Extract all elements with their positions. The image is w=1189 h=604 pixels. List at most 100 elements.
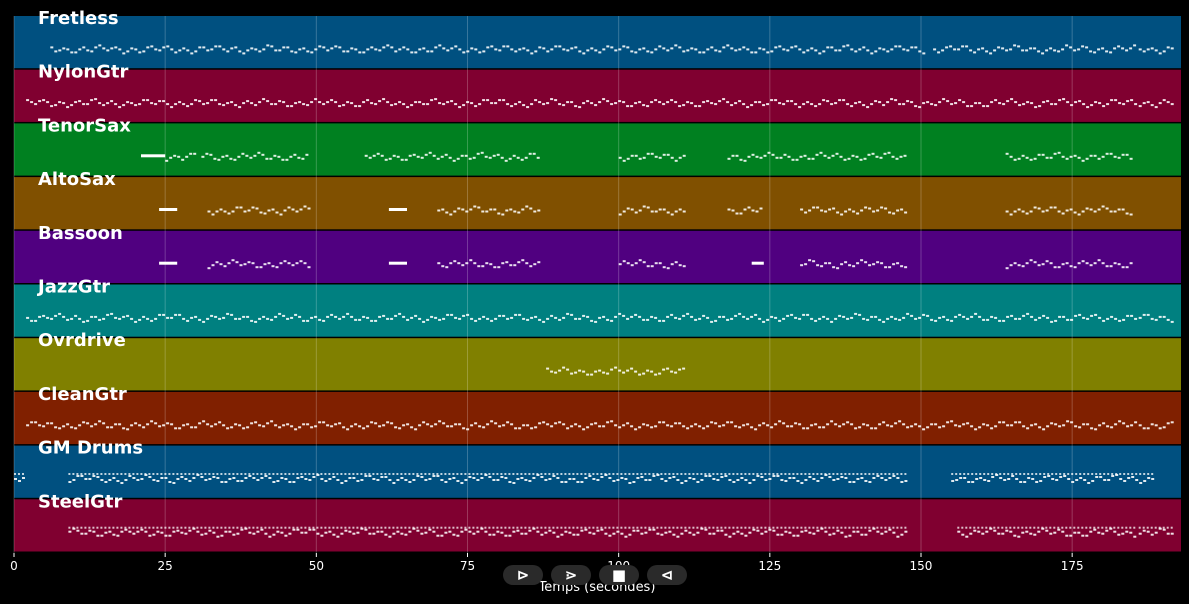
note-altosax-1-1 (211, 213, 215, 216)
note-gm-drums-1-187 (816, 480, 820, 482)
stop-button[interactable]: ■ (599, 565, 639, 585)
note-gm-drums-1-138b (620, 473, 623, 475)
note-jazzgtr-0-117 (494, 317, 498, 320)
note-steelgtr-0-151 (672, 533, 676, 536)
note-altosax-3-19 (513, 210, 517, 213)
note-steelgtr-0-189 (824, 530, 828, 533)
note-cleangtr-0-240 (986, 424, 990, 427)
note-steelgtr-0-125 (568, 531, 572, 534)
note-gm-drums-1-132b (596, 473, 599, 475)
next-button[interactable]: ⋗ (551, 565, 591, 585)
note-steelgtr-0-13b (120, 526, 123, 529)
note-bassoon-4-9 (654, 262, 658, 265)
note-cleangtr-0-246 (1010, 424, 1014, 427)
note-fretless-0-127 (558, 45, 562, 48)
note-nylongtr-0-126 (530, 103, 534, 106)
note-fretless-0-139 (606, 45, 610, 48)
note-nylongtr-0-162 (674, 101, 678, 104)
note-tenorsax-3-21 (448, 156, 452, 159)
note-cleangtr-0-194 (802, 427, 806, 430)
note-jazzgtr-0-155 (646, 318, 650, 321)
note-fretless-1-22 (1021, 49, 1025, 52)
note-gm-drums-2-34b (1087, 473, 1090, 475)
note-nylongtr-0-130 (546, 102, 550, 105)
note-steelgtr-1-26 (1061, 530, 1065, 533)
note-steelgtr-0-190 (828, 533, 832, 536)
note-bassoon-1-9 (243, 263, 247, 266)
note-gm-drums-1-159 (704, 475, 708, 477)
note-steelgtr-0-208 (900, 533, 904, 536)
note-nylongtr-0-275 (1126, 100, 1130, 103)
note-altosax-1-8 (239, 206, 243, 209)
note-cleangtr-0-84 (362, 427, 366, 430)
note-nylongtr-0-62 (274, 103, 278, 106)
note-tenorsax-5-18 (799, 155, 803, 158)
note-bassoon-7-5 (1025, 262, 1029, 265)
note-gm-drums-1-102b (476, 473, 479, 475)
note-fretless-0-209 (886, 50, 890, 53)
note-gm-drums-1-47b (256, 473, 259, 475)
note-steelgtr-1-11b (1001, 526, 1004, 529)
note-nylongtr-0-53 (238, 106, 242, 109)
note-gm-drums-2-44 (1127, 477, 1131, 479)
note-jazzgtr-0-1 (30, 319, 34, 322)
note-steelgtr-0-83b (400, 526, 403, 529)
note-jazzgtr-0-258 (1058, 315, 1062, 318)
tick-label-75: 75 (460, 559, 475, 573)
note-gm-drums-1-32b (196, 473, 199, 475)
note-steelgtr-0-57 (296, 528, 300, 531)
note-gm-drums-1-87b (416, 473, 419, 475)
note-tenorsax-3-28 (476, 152, 480, 155)
note-steelgtr-2-8b (1170, 526, 1173, 529)
note-gm-drums-1-122b (556, 473, 559, 475)
note-steelgtr-1-19 (1033, 533, 1037, 536)
note-cleangtr-0-13 (78, 424, 82, 427)
note-steelgtr-0-112 (516, 529, 520, 532)
note-nylongtr-0-196 (810, 103, 814, 106)
note-fretless-0-137 (598, 51, 602, 54)
note-nylongtr-0-115 (486, 99, 490, 102)
note-steelgtr-0-115b (528, 526, 531, 529)
note-ovrdrive-0-3 (558, 369, 562, 372)
note-fretless-0-56 (274, 49, 278, 52)
lane-label-tenorsax: TenorSax (38, 115, 131, 136)
note-cleangtr-0-189 (782, 422, 786, 425)
note-nylongtr-0-270 (1106, 103, 1110, 106)
note-tenorsax-5-26 (831, 154, 835, 157)
note-cleangtr-0-147 (614, 424, 618, 427)
play-button[interactable]: ⊳ (503, 565, 543, 585)
note-gm-drums-1-205b (888, 473, 891, 475)
note-gm-drums-1-121 (552, 475, 556, 477)
note-gm-drums-1-34 (204, 479, 208, 481)
note-nylongtr-0-147 (614, 102, 618, 105)
note-steelgtr-0-205 (888, 528, 892, 531)
note-gm-drums-1-208 (900, 481, 904, 483)
note-fretless-0-198 (842, 45, 846, 48)
note-steelgtr-1-27b (1065, 526, 1068, 529)
note-nylongtr-0-109 (462, 104, 466, 107)
note-tenorsax-6-14 (1061, 155, 1065, 158)
rewind-button[interactable]: ⊲ (647, 565, 687, 585)
note-gm-drums-1-193b (840, 473, 843, 475)
note-steelgtr-0-170 (748, 531, 752, 534)
note-steelgtr-0-6 (92, 530, 96, 533)
note-cleangtr-1-2 (1146, 427, 1150, 430)
note-gm-drums-1-156 (692, 478, 696, 480)
note-cleangtr-0-30 (146, 423, 150, 426)
note-gm-drums-1-186b (812, 473, 815, 475)
note-tenorsax-3-11 (408, 154, 412, 157)
note-nylongtr-0-264 (1082, 103, 1086, 106)
note-bassoon-7-16 (1069, 265, 1073, 268)
note-gm-drums-1-119 (544, 479, 548, 481)
note-jazzgtr-0-87 (374, 319, 378, 322)
note-nylongtr-0-151 (630, 105, 634, 108)
note-bassoon-7-23 (1097, 259, 1101, 262)
note-cleangtr-0-35 (166, 422, 170, 425)
note-jazzgtr-0-133 (558, 318, 562, 321)
note-steelgtr-0-182 (796, 534, 800, 537)
note-nylongtr-0-199 (822, 99, 826, 102)
note-nylongtr-0-26 (130, 102, 134, 105)
note-steelgtr-0-109b (504, 526, 507, 529)
note-jazzgtr-0-257 (1054, 319, 1058, 322)
note-jazzgtr-0-86 (370, 319, 374, 322)
